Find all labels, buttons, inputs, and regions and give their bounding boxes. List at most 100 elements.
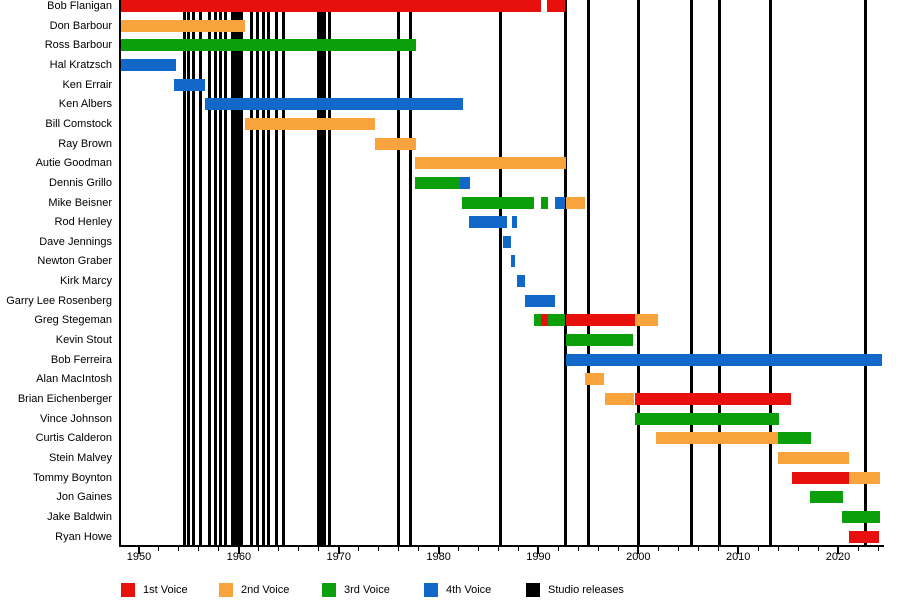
axis-tick bbox=[797, 547, 799, 551]
member-label: Bob Flanigan bbox=[47, 0, 112, 12]
studio-release-line bbox=[234, 0, 238, 545]
member-label: Brian Eichenberger bbox=[17, 393, 112, 405]
studio-release-line bbox=[231, 0, 235, 545]
studio-release-line bbox=[563, 0, 567, 545]
axis-tick-label: 1990 bbox=[526, 551, 551, 563]
member-label: Ross Barbour bbox=[44, 39, 112, 52]
axis-tick bbox=[198, 547, 200, 551]
timeline-bar bbox=[503, 235, 512, 248]
member-label: Dave Jennings bbox=[39, 235, 112, 248]
member-label: Ryan Howe bbox=[55, 530, 112, 543]
timeline-bar bbox=[517, 275, 526, 288]
axis-tick bbox=[877, 547, 879, 551]
studio-release-line bbox=[214, 0, 218, 545]
axis-tick bbox=[478, 547, 480, 551]
studio-release-line bbox=[282, 0, 286, 545]
legend-swatch-4th bbox=[424, 583, 438, 597]
member-label: Rod Henley bbox=[54, 216, 112, 229]
studio-release-line bbox=[320, 0, 324, 545]
axis-tick-label: 1970 bbox=[326, 551, 351, 563]
axis-tick-label: 1980 bbox=[426, 551, 451, 563]
axis-tick bbox=[337, 547, 340, 554]
axis-tick bbox=[597, 547, 599, 551]
y-axis-spine bbox=[119, 0, 121, 547]
timeline-bar bbox=[849, 471, 880, 484]
legend-label: 2nd Voice bbox=[241, 584, 290, 596]
axis-tick bbox=[537, 547, 540, 554]
studio-release-line bbox=[256, 0, 260, 545]
studio-release-line bbox=[219, 0, 223, 545]
member-label: Bob Ferreira bbox=[50, 353, 112, 366]
timeline-bar bbox=[541, 196, 549, 209]
legend-label: 3rd Voice bbox=[344, 584, 390, 596]
studio-release-line bbox=[409, 0, 413, 545]
studio-release-line bbox=[186, 0, 190, 545]
member-label: Kirk Marcy bbox=[60, 275, 112, 288]
axis-tick bbox=[777, 547, 779, 551]
legend-label: 1st Voice bbox=[143, 584, 188, 596]
studio-release-line bbox=[183, 0, 187, 545]
timeline-bar bbox=[635, 393, 792, 405]
member-label: Newton Graber bbox=[37, 255, 112, 268]
timeline-bar bbox=[566, 353, 882, 366]
legend-label: Studio releases bbox=[548, 584, 624, 596]
axis-tick bbox=[857, 547, 859, 551]
axis-tick bbox=[278, 547, 280, 551]
timeline-bar bbox=[121, 39, 416, 52]
studio-release-line bbox=[768, 0, 772, 545]
timeline-bar bbox=[374, 137, 416, 150]
axis-tick bbox=[677, 547, 679, 551]
axis-tick-label: 2010 bbox=[725, 551, 751, 563]
axis-tick bbox=[637, 547, 640, 554]
studio-release-line bbox=[267, 0, 271, 545]
timeline-bar bbox=[121, 0, 542, 12]
studio-release-line bbox=[717, 0, 721, 545]
axis-tick bbox=[218, 547, 220, 551]
axis-tick bbox=[137, 547, 140, 554]
axis-tick bbox=[258, 547, 260, 551]
studio-release-line bbox=[863, 0, 867, 545]
member-label: Alan MacIntosh bbox=[36, 373, 112, 386]
timeline-bar bbox=[585, 373, 605, 386]
timeline-bar bbox=[548, 314, 566, 327]
timeline-bar bbox=[605, 393, 635, 405]
axis-tick bbox=[557, 547, 559, 551]
timeline-bar bbox=[512, 216, 518, 229]
axis-tick bbox=[717, 547, 719, 551]
legend-swatch-3rd bbox=[322, 583, 336, 597]
studio-release-line bbox=[224, 0, 228, 545]
member-label: Jake Baldwin bbox=[47, 510, 112, 523]
timeline-bar bbox=[849, 530, 879, 543]
axis-tick bbox=[437, 547, 440, 554]
axis-tick-label: 2020 bbox=[825, 551, 851, 563]
axis-tick bbox=[697, 547, 699, 551]
studio-release-line bbox=[261, 0, 265, 545]
axis-tick bbox=[517, 547, 519, 551]
member-label: Ken Albers bbox=[58, 98, 112, 111]
timeline-bar bbox=[525, 294, 556, 307]
timeline-bar bbox=[461, 196, 535, 209]
studio-release-line bbox=[323, 0, 327, 545]
timeline-bar bbox=[810, 491, 844, 504]
member-label: Ray Brown bbox=[58, 137, 112, 150]
axis-tick bbox=[237, 547, 240, 554]
timeline-bar bbox=[511, 255, 516, 268]
axis-tick bbox=[378, 547, 380, 551]
timeline-bar bbox=[778, 451, 850, 464]
timeline-bar bbox=[555, 196, 566, 209]
member-label: Bill Comstock bbox=[45, 117, 112, 130]
timeline-bar bbox=[656, 432, 779, 445]
member-label: Stein Malvey bbox=[49, 451, 112, 464]
timeline-bar bbox=[541, 314, 549, 327]
member-label: Vince Johnson bbox=[40, 412, 112, 425]
axis-tick bbox=[837, 547, 840, 554]
timeline-bar bbox=[468, 216, 508, 229]
studio-release-line bbox=[199, 0, 203, 545]
studio-release-line bbox=[689, 0, 693, 545]
axis-tick-label: 1950 bbox=[126, 551, 152, 563]
axis-tick bbox=[577, 547, 579, 551]
member-label: Ken Errair bbox=[62, 78, 112, 91]
legend-swatch-1st bbox=[121, 583, 135, 597]
axis-tick bbox=[178, 547, 180, 551]
